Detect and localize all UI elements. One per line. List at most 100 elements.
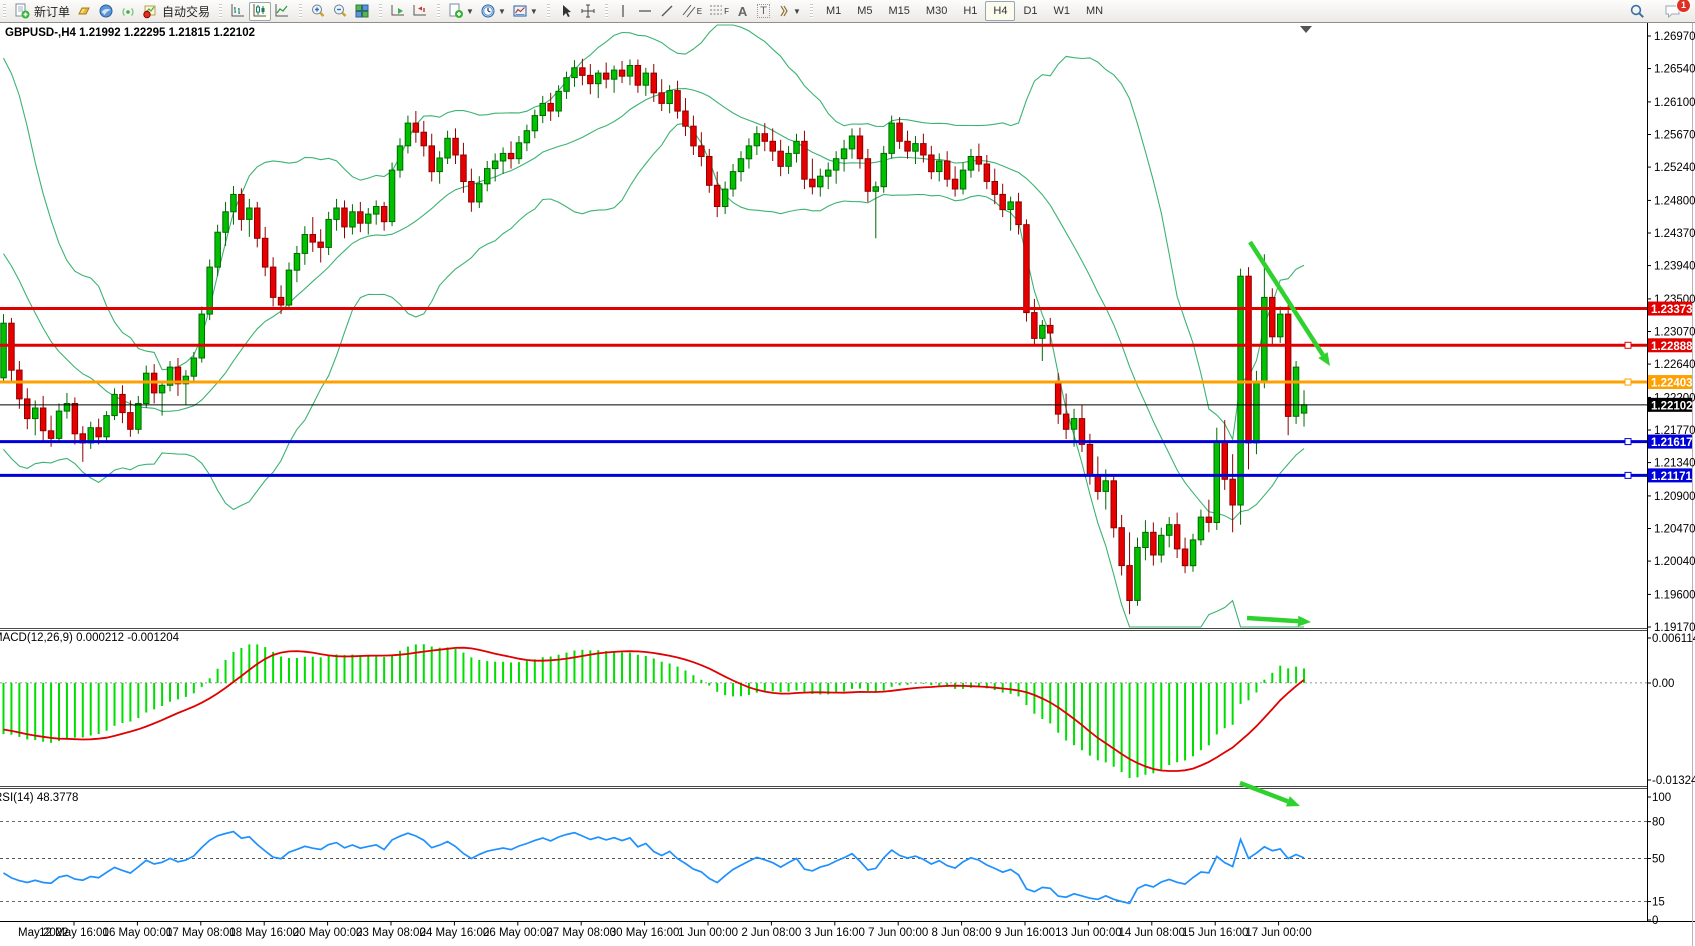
candle-body — [1261, 296, 1268, 383]
horizontal-line-tool[interactable] — [634, 2, 656, 21]
candle-body — [634, 65, 642, 86]
community-button[interactable] — [95, 2, 117, 21]
candle-body — [71, 403, 79, 435]
tile-windows-button[interactable] — [351, 2, 373, 21]
toolbar-grip[interactable] — [809, 4, 813, 18]
level-line-handle[interactable] — [1624, 341, 1632, 349]
text-label-tool[interactable]: T — [753, 2, 774, 21]
toolbar-grip[interactable] — [546, 4, 550, 18]
level-line-handle[interactable] — [1624, 471, 1632, 479]
rsi-scale-label: 15 — [1652, 897, 1665, 909]
candle-body — [1237, 275, 1244, 506]
toolbar-grip[interactable] — [219, 4, 223, 18]
candlestick-chart-icon — [253, 4, 267, 17]
toolbar-grip[interactable] — [604, 4, 608, 18]
text-tool[interactable]: A — [732, 2, 753, 21]
candle-body — [959, 169, 967, 190]
timeframe-h1[interactable]: H1 — [963, 5, 978, 17]
chart-shift-marker[interactable] — [1300, 26, 1312, 33]
new-order-button[interactable]: 新订单 — [11, 2, 73, 21]
candle-body — [468, 181, 475, 203]
toolbar-grip[interactable] — [379, 4, 383, 18]
candle-body — [967, 156, 975, 171]
text-label-icon: T — [757, 4, 770, 18]
clock-icon — [481, 4, 495, 18]
trendline-tool[interactable] — [656, 2, 678, 21]
cursor-button[interactable] — [555, 2, 577, 21]
toolbar-grip[interactable] — [437, 4, 441, 18]
timeframe-w1[interactable]: W1 — [1053, 5, 1071, 17]
vertical-line-icon — [622, 5, 624, 17]
macd-scale-label: 0.00 — [1652, 678, 1674, 690]
candle-body — [47, 430, 55, 439]
price-down-arrow[interactable] — [1248, 240, 1325, 357]
time-tick-label: 18 May 16:00 — [229, 927, 299, 939]
candle-body — [753, 133, 761, 147]
signals-button[interactable] — [117, 2, 139, 21]
autotrading-button[interactable]: 自动交易 — [139, 2, 213, 21]
notifications-button[interactable]: 1 — [1661, 0, 1691, 21]
auto-scroll-button[interactable] — [387, 2, 409, 21]
candle-body — [1284, 313, 1292, 417]
candle-body — [158, 384, 166, 394]
macd-flat-arrow-head[interactable] — [1297, 615, 1311, 627]
candle-body — [1070, 418, 1078, 430]
candle-body — [1126, 565, 1133, 601]
level-line-handle[interactable] — [1624, 378, 1632, 386]
candle-body — [682, 110, 689, 127]
market-gold-button[interactable] — [73, 2, 95, 21]
timeframe-h4[interactable]: H4 — [985, 1, 1016, 21]
candle-body — [285, 269, 293, 306]
price-tick-label: 1.26100 — [1654, 97, 1695, 109]
price-tick-label: 1.20040 — [1654, 556, 1695, 568]
candle-body — [951, 178, 959, 190]
fibonacci-tool[interactable]: F — [705, 2, 732, 21]
crosshair-button[interactable] — [577, 2, 599, 21]
fibonacci-icon — [710, 5, 723, 15]
zoom-group — [304, 0, 376, 22]
vertical-line-tool[interactable] — [613, 2, 634, 21]
candle-body — [840, 148, 848, 160]
templates-button[interactable]: ▼ — [509, 2, 541, 21]
bar-chart-button[interactable] — [227, 2, 249, 21]
new-order-label: 新订单 — [34, 4, 71, 19]
toolbar-grip[interactable] — [3, 4, 6, 18]
level-line-handle[interactable] — [1624, 438, 1632, 446]
candle-body — [499, 152, 507, 162]
timeframe-m1[interactable]: M1 — [825, 5, 842, 17]
new-chart-button[interactable]: ▼ — [445, 2, 477, 21]
line-chart-button[interactable] — [271, 2, 293, 21]
timeframe-d1[interactable]: D1 — [1023, 5, 1038, 17]
rsi-down-arrow[interactable] — [1239, 780, 1289, 804]
macd-flat-arrow[interactable] — [1246, 615, 1299, 624]
timeframe-m30[interactable]: M30 — [925, 5, 948, 17]
timeframe-mn[interactable]: MN — [1086, 5, 1104, 17]
level-price-tag-text: 1.21171 — [1651, 471, 1693, 483]
candlestick-chart-button[interactable] — [249, 1, 272, 21]
search-button[interactable] — [1626, 2, 1649, 21]
candle-body — [975, 156, 983, 165]
candle-body — [896, 122, 903, 142]
rsi-down-arrow-head[interactable] — [1285, 796, 1300, 807]
chart-shift-button[interactable] — [409, 2, 431, 21]
rsi-indicator-label: RSI(14) 48.3778 — [0, 792, 78, 804]
toolbar-grip[interactable] — [299, 4, 303, 18]
zoom-out-button[interactable] — [329, 2, 351, 21]
price-down-arrow-head[interactable] — [1318, 352, 1330, 366]
zoom-in-button[interactable] — [307, 2, 329, 21]
price-tick-label: 1.21340 — [1654, 458, 1695, 470]
candle-body — [39, 407, 47, 432]
candle-body — [888, 122, 895, 154]
candle-body — [848, 135, 856, 150]
candle-body — [523, 130, 531, 144]
candle-body — [785, 152, 792, 167]
equidistant-channel-tool[interactable]: E — [678, 2, 705, 21]
timeframe-m5[interactable]: M5 — [857, 5, 873, 17]
timeframe-m15[interactable]: M15 — [888, 5, 910, 17]
periods-button[interactable]: ▼ — [477, 2, 509, 21]
arrows-tool[interactable]: ▼ — [774, 2, 804, 21]
candle-body — [769, 140, 776, 152]
candle-body — [912, 143, 919, 152]
candle-body — [166, 366, 174, 386]
